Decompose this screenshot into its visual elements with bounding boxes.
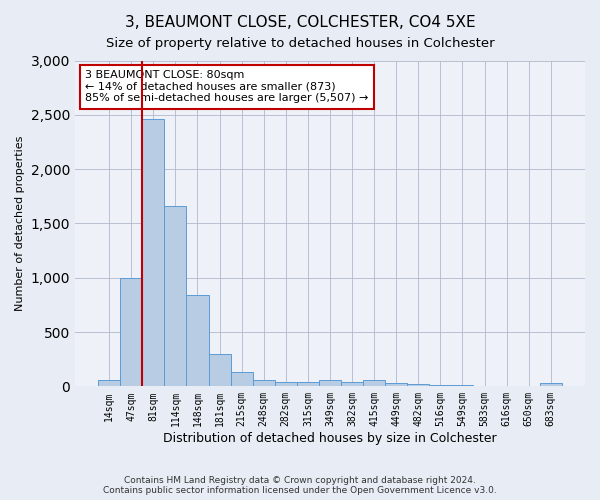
Bar: [407, 384, 430, 386]
Bar: [430, 384, 451, 386]
Text: Contains HM Land Registry data © Crown copyright and database right 2024.
Contai: Contains HM Land Registry data © Crown c…: [103, 476, 497, 495]
Bar: [363, 380, 385, 386]
Bar: [275, 382, 297, 386]
Text: Size of property relative to detached houses in Colchester: Size of property relative to detached ho…: [106, 38, 494, 51]
Bar: [319, 380, 341, 386]
Text: 3, BEAUMONT CLOSE, COLCHESTER, CO4 5XE: 3, BEAUMONT CLOSE, COLCHESTER, CO4 5XE: [125, 15, 475, 30]
Bar: [98, 380, 120, 386]
Bar: [209, 354, 230, 386]
Bar: [142, 119, 164, 386]
Bar: [230, 372, 253, 386]
Bar: [385, 383, 407, 386]
Bar: [297, 382, 319, 386]
Bar: [120, 278, 142, 386]
Bar: [341, 382, 363, 386]
Text: 3 BEAUMONT CLOSE: 80sqm
← 14% of detached houses are smaller (873)
85% of semi-d: 3 BEAUMONT CLOSE: 80sqm ← 14% of detache…: [85, 70, 368, 104]
Bar: [164, 206, 187, 386]
Bar: [540, 383, 562, 386]
Bar: [187, 295, 209, 386]
Bar: [253, 380, 275, 386]
Bar: [451, 385, 473, 386]
Y-axis label: Number of detached properties: Number of detached properties: [15, 136, 25, 311]
X-axis label: Distribution of detached houses by size in Colchester: Distribution of detached houses by size …: [163, 432, 497, 445]
